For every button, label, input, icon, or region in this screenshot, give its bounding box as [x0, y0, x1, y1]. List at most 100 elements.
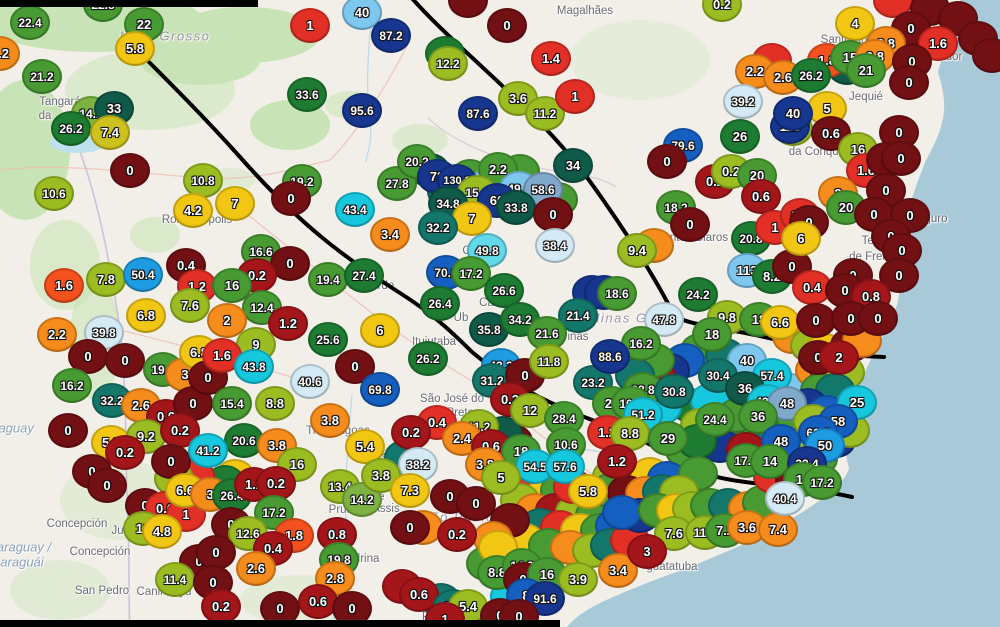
map-marker[interactable]: 34 — [553, 148, 593, 183]
map-marker[interactable]: 15.4 — [212, 386, 252, 421]
map-marker[interactable]: 26.2 — [791, 58, 831, 93]
map-marker[interactable]: 1.4 — [531, 41, 571, 76]
map-marker[interactable]: 0 — [48, 413, 88, 448]
map-marker[interactable]: 39.2 — [723, 84, 763, 119]
map-marker[interactable]: 24.2 — [678, 277, 718, 312]
map-marker[interactable]: 41.2 — [188, 433, 228, 468]
map-marker[interactable]: 0 — [881, 141, 921, 176]
map-marker[interactable]: 30.8 — [654, 374, 694, 409]
map-marker[interactable]: 0.2 — [105, 435, 145, 470]
map-marker[interactable]: 0.6 — [298, 584, 338, 619]
map-marker[interactable]: 33.8 — [496, 190, 536, 225]
map-marker[interactable]: 4.8 — [142, 514, 182, 549]
map-marker[interactable]: 11.8 — [529, 344, 569, 379]
map-marker[interactable]: 88.6 — [590, 339, 630, 374]
map-marker[interactable]: 0 — [487, 8, 527, 43]
map-marker[interactable]: 0.2 — [702, 0, 742, 22]
map-marker[interactable]: 0 — [879, 258, 919, 293]
map-marker[interactable]: 29 — [648, 421, 688, 456]
map-marker[interactable]: 0.2 — [437, 517, 477, 552]
map-marker[interactable]: 26.4 — [420, 286, 460, 321]
map-marker[interactable]: 87.2 — [371, 18, 411, 53]
map-marker[interactable]: 1 — [555, 79, 595, 114]
map-marker[interactable]: 40 — [773, 96, 813, 131]
map-marker[interactable]: 0 — [858, 301, 898, 336]
map-marker[interactable]: 18.6 — [597, 276, 637, 311]
map-marker[interactable]: 3.8 — [310, 403, 350, 438]
map-marker[interactable]: 21.4 — [558, 298, 598, 333]
map-marker[interactable]: 38.4 — [535, 228, 575, 263]
map-marker[interactable]: 5.8 — [568, 474, 608, 509]
map-marker[interactable]: 2 — [819, 340, 859, 375]
map-marker[interactable]: 26 — [720, 119, 760, 154]
map-marker[interactable]: 0.6 — [741, 179, 781, 214]
map-marker[interactable]: 17.2 — [802, 465, 842, 500]
map-marker[interactable]: 16.2 — [52, 368, 92, 403]
map-marker[interactable]: 4.2 — [173, 193, 213, 228]
map-marker[interactable]: 10.6 — [34, 176, 74, 211]
map-marker[interactable]: 12.4 — [242, 290, 282, 325]
map-marker[interactable]: 27.4 — [344, 258, 384, 293]
map-marker[interactable]: 7.4 — [90, 115, 130, 150]
map-marker[interactable]: 0 — [647, 144, 687, 179]
map-marker[interactable]: 25.6 — [308, 322, 348, 357]
map-marker[interactable]: 5 — [481, 460, 521, 495]
map-marker[interactable]: 12.2 — [428, 46, 468, 81]
map-marker[interactable]: 3.4 — [370, 217, 410, 252]
map-marker[interactable]: 0.2 — [201, 589, 241, 624]
map-marker[interactable]: 3 — [627, 534, 667, 569]
map-marker[interactable]: 2.8 — [315, 561, 355, 596]
map-marker[interactable]: 7.4 — [758, 512, 798, 547]
map-marker[interactable]: 6 — [360, 313, 400, 348]
map-marker[interactable]: 5.8 — [115, 31, 155, 66]
map-marker-hidden[interactable] — [448, 0, 488, 18]
map-marker[interactable]: 21.2 — [22, 59, 62, 94]
map-marker[interactable]: 1.6 — [918, 26, 958, 61]
map-marker[interactable]: 7.6 — [170, 288, 210, 323]
map-marker[interactable]: 18 — [692, 317, 732, 352]
map-marker[interactable]: 9.4 — [617, 233, 657, 268]
map-marker[interactable]: 1.2 — [597, 444, 637, 479]
map-marker[interactable]: 21 — [846, 53, 886, 88]
map-marker[interactable]: 1 — [290, 8, 330, 43]
map-marker[interactable]: 1.2 — [268, 306, 308, 341]
map-marker[interactable]: 8.2 — [0, 36, 20, 71]
map-marker[interactable]: 32.2 — [418, 210, 458, 245]
map-marker[interactable]: 0 — [271, 181, 311, 216]
map-marker[interactable]: 0 — [390, 510, 430, 545]
map-marker[interactable]: 69.8 — [360, 372, 400, 407]
map-marker[interactable]: 50.4 — [123, 257, 163, 292]
map-marker-hidden[interactable] — [972, 38, 1000, 73]
map-marker[interactable]: 6.6 — [760, 305, 800, 340]
map-marker[interactable]: 1.6 — [44, 268, 84, 303]
map-marker[interactable]: 8.8 — [255, 386, 295, 421]
map-marker[interactable]: 6.8 — [126, 298, 166, 333]
map-marker[interactable]: 40.6 — [290, 364, 330, 399]
map-marker[interactable]: 6 — [781, 221, 821, 256]
map-marker[interactable]: 0.2 — [391, 415, 431, 450]
map-marker[interactable]: 43.8 — [234, 349, 274, 384]
map-marker[interactable]: 87.6 — [458, 96, 498, 131]
map-marker[interactable]: 11.4 — [155, 562, 195, 597]
map-marker[interactable]: 7.3 — [390, 473, 430, 508]
map-marker[interactable]: 22.4 — [10, 5, 50, 40]
map-marker[interactable]: 0 — [110, 153, 150, 188]
map-marker[interactable]: 0 — [196, 535, 236, 570]
map-marker[interactable]: 0 — [87, 468, 127, 503]
map-marker[interactable]: 2.6 — [236, 551, 276, 586]
map-marker[interactable]: 3.9 — [558, 562, 598, 597]
map-marker[interactable]: 7 — [215, 186, 255, 221]
map-marker[interactable]: 7 — [452, 201, 492, 236]
map-marker[interactable]: 7.8 — [86, 262, 126, 297]
map-marker[interactable]: 0 — [796, 303, 836, 338]
map-marker[interactable]: 0 — [670, 207, 710, 242]
map-marker[interactable]: 0 — [889, 65, 929, 100]
map-marker-hidden[interactable] — [602, 495, 642, 530]
map-marker[interactable]: 33.6 — [287, 77, 327, 112]
map-marker[interactable]: 0 — [105, 343, 145, 378]
map-marker[interactable]: 35.8 — [469, 312, 509, 347]
map-marker[interactable]: 10.8 — [183, 163, 223, 198]
map-marker[interactable]: 12 — [510, 393, 550, 428]
map-marker[interactable]: 26.2 — [408, 341, 448, 376]
